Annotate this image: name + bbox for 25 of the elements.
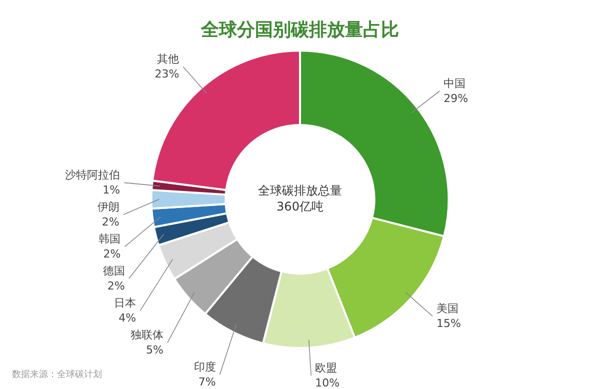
chart-title: 全球分国别碳排放量占比	[200, 19, 399, 40]
slice-label: 日本	[114, 296, 136, 310]
text: 全球碳排放总量 360亿吨	[258, 183, 342, 214]
slice-label: 独联体	[130, 328, 164, 342]
slice-label: 沙特阿拉伯	[65, 168, 120, 182]
slice-label: 印度	[194, 360, 216, 374]
slice-label: 伊朗	[97, 200, 120, 214]
data-label: 2%	[103, 248, 121, 261]
slice-label: 韩国	[98, 232, 121, 246]
data-label: 2%	[102, 216, 120, 229]
slice-label: 欧盟	[315, 362, 338, 375]
data-label: 23%	[154, 68, 180, 81]
source-note: 数据来源：全球碳计划	[12, 368, 102, 381]
data-label: 15%	[436, 317, 461, 330]
data-label: 10%	[315, 376, 340, 389]
slice-label: 德国	[102, 264, 125, 278]
data-label: 5%	[146, 344, 164, 357]
slice-label: 美国	[436, 302, 459, 316]
data-label: 4%	[118, 312, 136, 325]
data-label: 1%	[102, 184, 120, 197]
data-label: 7%	[198, 376, 216, 389]
slice-label: 中国	[444, 76, 466, 90]
slice-label: 其他	[157, 52, 180, 66]
data-label: 2%	[107, 280, 125, 293]
data-label: 29%	[444, 92, 468, 105]
